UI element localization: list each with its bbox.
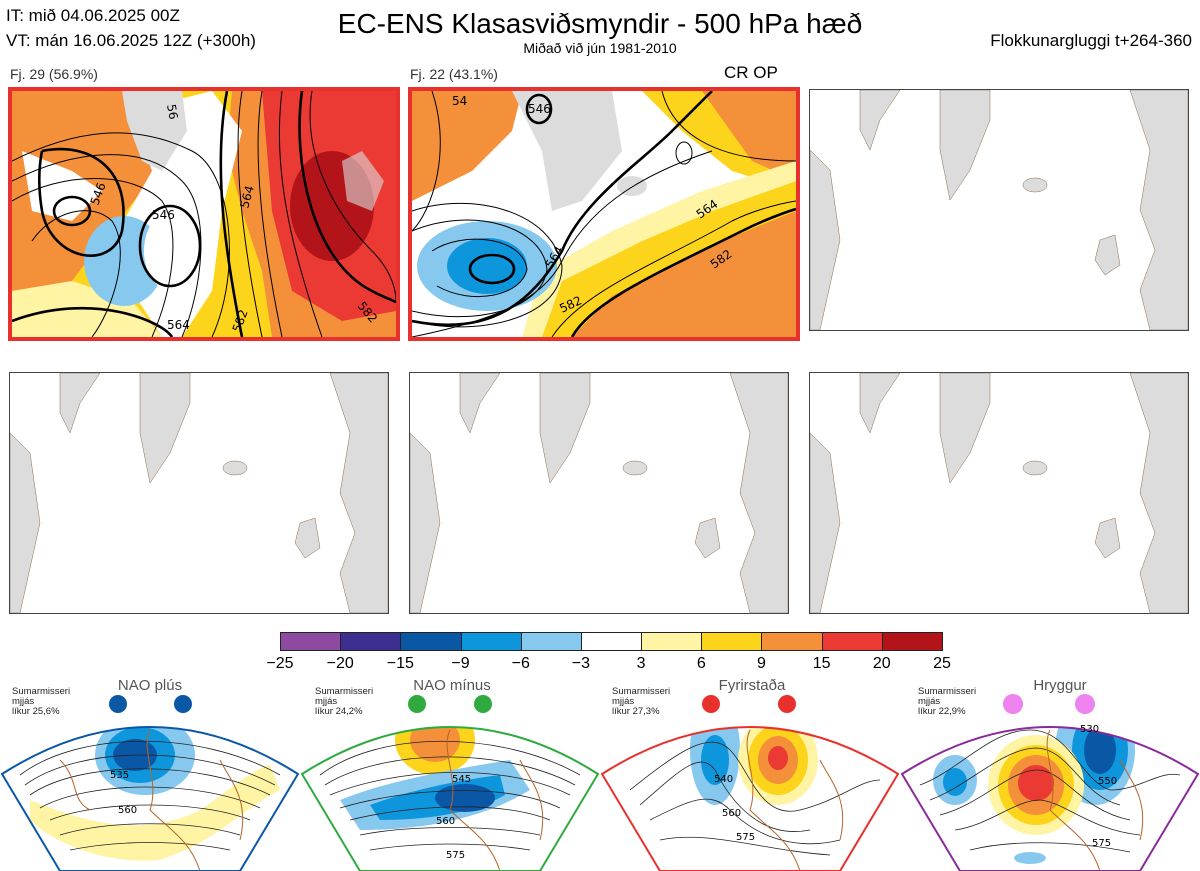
colorbar-bin (881, 632, 943, 651)
contour-label: 546 (528, 102, 551, 116)
colorbar-tick-label: −9 (451, 655, 470, 672)
contour-label: 564 (167, 318, 190, 332)
cluster-map-2[interactable]: 546 564 564 582 582 54 (408, 87, 800, 341)
regime-contour-label: 575 (1092, 838, 1111, 849)
cr-op-badge: CR OP (724, 63, 778, 82)
colorbar-tick-label: 6 (696, 655, 706, 672)
regime-map-blocking[interactable]: 540 560 575 (600, 690, 900, 871)
colorbar-tick-label: 25 (933, 655, 951, 672)
regime-info-nao-minus: Sumarmisseri mjjás líkur 24,2% (315, 686, 374, 717)
regime-info-nao-plus: Sumarmisseri mjjás líkur 25,6% (12, 686, 71, 717)
colorbar-bin (821, 632, 883, 651)
regime-title-nao-plus: NAO plús (117, 677, 183, 694)
contour-label: 546 (152, 208, 175, 222)
contour-label: 564 (237, 184, 256, 210)
colorbar-bin (340, 632, 402, 651)
cluster-map-1-svg: 546 546 564 564 582 582 56 (12, 91, 396, 337)
colorbar-tick-label: −15 (386, 655, 414, 672)
regime-info-ridge: Sumarmisseri mjjás líkur 22,9% (918, 686, 977, 717)
regime-map-nao-plus[interactable]: 535 560 (0, 690, 300, 871)
colorbar-bin (641, 632, 703, 651)
colorbar-tick-label: 15 (812, 655, 831, 672)
regime-contour-label: 535 (110, 770, 129, 781)
regime-map-ridge[interactable]: 530 550 575 (900, 690, 1200, 871)
colorbar-tick-label: −25 (266, 655, 294, 672)
colorbar-tick-label: 3 (636, 655, 646, 672)
panel-2-label: Fj. 22 (43.1%) (410, 66, 498, 82)
cluster-map-4-empty (9, 372, 389, 614)
regime-contour-label: 575 (446, 850, 465, 861)
regime-contour-label: 540 (714, 774, 733, 785)
valid-time: VT: mán 16.06.2025 12Z (+300h) (6, 31, 256, 50)
colorbar-tick-label: −6 (511, 655, 530, 672)
regime-title-ridge: Hryggur (1033, 677, 1087, 694)
colorbar-bin (280, 632, 342, 651)
colorbar-tick-label: −20 (326, 655, 354, 672)
page-subtitle: Miðað við jún 1981-2010 (523, 40, 677, 56)
colorbar-bin (460, 632, 522, 651)
colorbar-tick-label: 20 (872, 655, 891, 672)
regime-map-nao-minus[interactable]: 545 560 575 (300, 690, 600, 871)
regime-contour-label: 560 (722, 808, 741, 819)
panel-1-label: Fj. 29 (56.9%) (10, 66, 98, 82)
regime-contour-label: 575 (736, 832, 755, 843)
cluster-map-6-empty (809, 372, 1189, 614)
colorbar-bin (580, 632, 643, 651)
page-title: EC-ENS Klasasviðsmyndir - 500 hPa hæð (337, 8, 863, 39)
cluster-map-2-svg: 546 564 564 582 582 54 (412, 91, 796, 337)
regime-contour-label: 550 (1098, 776, 1117, 787)
init-time: IT: mið 04.06.2025 00Z (6, 6, 180, 25)
regime-title-blocking: Fyrirstaða (718, 677, 786, 694)
regime-title-nao-minus: NAO mínus (413, 677, 491, 694)
regime-contour-label: 560 (118, 805, 137, 816)
colorbar-bin (701, 632, 763, 651)
colorbar-tick-label: 9 (757, 655, 766, 672)
cluster-map-5-empty (409, 372, 789, 614)
regime-info-blocking: Sumarmisseri mjjás líkur 27,3% (612, 686, 671, 717)
colorbar-bin (761, 632, 823, 651)
colorbar-bin (400, 632, 462, 651)
classification-window: Flokkunargluggi t+264-360 (990, 31, 1192, 50)
cluster-map-1[interactable]: 546 546 564 564 582 582 56 (8, 87, 400, 341)
cluster-map-3-empty (809, 89, 1189, 331)
regime-contour-label: 545 (452, 774, 471, 785)
contour-label: 56 (164, 103, 180, 120)
colorbar-tick-label: −3 (571, 655, 591, 672)
regime-contour-label: 530 (1080, 724, 1099, 735)
regime-contour-label: 560 (436, 816, 455, 827)
contour-label: 54 (452, 94, 467, 108)
colorbar-bin (520, 632, 582, 651)
